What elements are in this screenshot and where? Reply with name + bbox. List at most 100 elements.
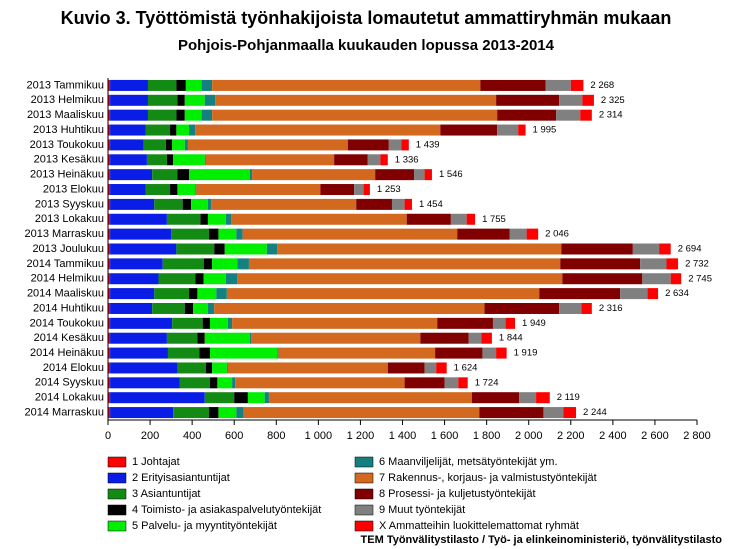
bar-segment xyxy=(214,243,225,255)
bar-segment xyxy=(184,139,188,151)
bar-segment xyxy=(218,407,237,419)
y-tick-label: 2014 Syyskuu xyxy=(35,377,104,389)
bar-segment xyxy=(145,124,171,136)
bar-segment xyxy=(166,332,198,344)
bar-segment xyxy=(110,362,178,374)
y-tick-label: 2013 Joulukuu xyxy=(32,243,104,255)
bar-segment xyxy=(518,124,526,136)
bar-segment xyxy=(380,154,388,166)
chart-subtitle: Pohjois-Pohjanmaalla kuukauden lopussa 2… xyxy=(178,37,555,54)
source: TEM Työnvälitystilasto / Työ- ja elinkei… xyxy=(361,534,723,546)
bar-segment xyxy=(166,213,201,225)
bar-segment xyxy=(108,154,111,166)
bar-segment xyxy=(278,347,436,359)
bar-segment xyxy=(195,184,197,196)
y-tick-label: 2014 Kesäkuu xyxy=(34,332,104,344)
bar-segment xyxy=(479,407,544,419)
bar-segment xyxy=(234,392,248,404)
bar-segment xyxy=(108,79,111,91)
bar-segment xyxy=(200,213,208,225)
x-tick-label: 400 xyxy=(183,430,201,442)
bar-segment xyxy=(162,258,204,270)
bar-segment xyxy=(204,332,250,344)
bar-segment xyxy=(659,243,671,255)
bar-segment xyxy=(458,377,468,389)
legend-label: 9 Muut työntekijät xyxy=(379,504,465,516)
bar-segment xyxy=(110,258,163,270)
y-tick-label: 2014 Helmikuu xyxy=(31,273,104,285)
total-label: 2 732 xyxy=(685,258,709,269)
total-label: 2 634 xyxy=(665,288,689,299)
total-label: 1 439 xyxy=(416,139,440,150)
bar-segment xyxy=(184,94,205,106)
bar-segment xyxy=(110,332,167,344)
bar-segment xyxy=(466,213,476,225)
bar-segment xyxy=(497,124,519,136)
bar-segment xyxy=(404,377,445,389)
bar-segment xyxy=(145,184,171,196)
bar-segment xyxy=(217,377,233,389)
legend-label: 5 Palvelu- ja myyntityöntekijät xyxy=(132,520,277,532)
bar-segment xyxy=(203,258,213,270)
bar-segment xyxy=(481,332,492,344)
bar-segment xyxy=(110,243,177,255)
bar-segment xyxy=(562,273,643,285)
bar-segment xyxy=(471,392,520,404)
x-tick-label: 2 000 xyxy=(515,430,543,442)
bar-segment xyxy=(226,288,540,300)
bar-segment xyxy=(197,288,217,300)
bar-segment xyxy=(543,407,564,419)
bar-segment xyxy=(205,154,335,166)
bar-segment xyxy=(108,347,111,359)
bar-segment xyxy=(401,139,409,151)
bar-segment xyxy=(666,258,679,270)
bar-segment xyxy=(526,228,539,240)
bar-segment xyxy=(225,273,238,285)
y-tick-label: 2014 Tammikuu xyxy=(27,258,104,270)
bar-segment xyxy=(108,302,111,314)
bar-segment xyxy=(110,124,146,136)
legend-swatch xyxy=(354,472,374,484)
bar-segment xyxy=(184,302,194,314)
bar-segment xyxy=(642,273,671,285)
bar-segment xyxy=(497,109,557,121)
x-tick-label: 2 600 xyxy=(641,430,669,442)
bar-segment xyxy=(347,139,389,151)
x-tick-label: 2 200 xyxy=(557,430,585,442)
bar-segment xyxy=(110,184,146,196)
bar-segment xyxy=(176,79,186,91)
x-tick-label: 1 200 xyxy=(347,430,375,442)
total-label: 1 755 xyxy=(482,214,506,225)
bar-segment xyxy=(204,392,235,404)
bar-segment xyxy=(237,258,249,270)
bar-segment xyxy=(152,169,178,181)
bar-segment xyxy=(204,94,216,106)
bar-segment xyxy=(519,392,537,404)
y-tick-label: 2014 Marraskuu xyxy=(25,406,105,418)
bar-segment xyxy=(404,198,412,210)
bar-segment xyxy=(484,302,560,314)
bar-segment xyxy=(108,258,111,270)
bar-segment xyxy=(505,317,516,329)
bar-segment xyxy=(147,94,178,106)
bar-segment xyxy=(224,243,267,255)
bar-segment xyxy=(110,392,205,404)
bar-segment xyxy=(110,169,153,181)
bar-segment xyxy=(457,228,510,240)
bar-segment xyxy=(231,213,407,225)
bar-segment xyxy=(110,302,153,314)
bar-segment xyxy=(207,213,226,225)
y-tick-label: 2013 Huhtikuu xyxy=(33,124,104,136)
bar-segment xyxy=(277,243,562,255)
total-label: 2 268 xyxy=(590,80,614,91)
legend-swatch xyxy=(354,456,374,468)
bar-segment xyxy=(177,94,185,106)
bar-segment xyxy=(440,124,498,136)
legend-label: 3 Asiantuntijat xyxy=(132,488,201,500)
bar-segment xyxy=(177,169,189,181)
x-tick-label: 800 xyxy=(267,430,285,442)
total-label: 1 949 xyxy=(522,318,546,329)
bar-segment xyxy=(108,332,111,344)
bar-segment xyxy=(647,288,659,300)
bar-segment xyxy=(444,377,459,389)
